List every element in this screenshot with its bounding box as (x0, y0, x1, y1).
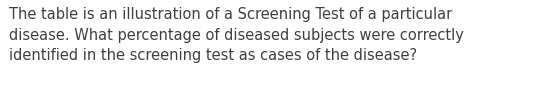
Text: The table is an illustration of a Screening Test of a particular
disease. What p: The table is an illustration of a Screen… (9, 7, 464, 63)
